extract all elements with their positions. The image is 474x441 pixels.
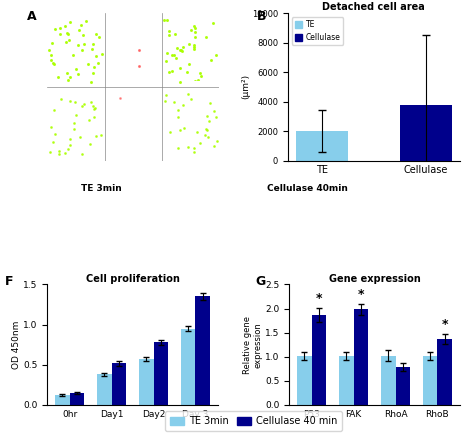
Polygon shape [400, 302, 436, 362]
Bar [154, 342, 168, 405]
Text: Cellulase
40min: Cellulase 40min [34, 37, 45, 63]
Text: Live: Live [69, 15, 83, 22]
Text: B: B [257, 10, 266, 23]
Title: Cell proliferation: Cell proliferation [86, 274, 180, 284]
Polygon shape [312, 302, 347, 362]
Bar [395, 367, 410, 405]
Text: E: E [380, 270, 388, 280]
Title: Gene expression: Gene expression [328, 274, 420, 284]
Text: *: * [358, 288, 364, 301]
Bar [354, 310, 368, 405]
Text: Cellulase 40min: Cellulase 40min [267, 183, 347, 193]
Bar [55, 395, 70, 405]
Polygon shape [94, 303, 169, 362]
Bar [423, 356, 438, 405]
Text: Dead: Dead [124, 15, 142, 22]
Text: 20μm: 20μm [428, 375, 444, 381]
Legend: TE, Cellulase: TE, Cellulase [292, 17, 344, 45]
Text: F: F [5, 275, 13, 288]
Bar [181, 329, 195, 405]
Bar [97, 374, 112, 405]
Bar [312, 315, 327, 405]
Y-axis label: Relative gene
expression: Relative gene expression [243, 316, 263, 374]
Bar [297, 356, 312, 405]
Text: *: * [441, 318, 448, 331]
Text: C: C [56, 270, 64, 280]
Text: G: G [255, 275, 265, 288]
Text: 1000μm: 1000μm [195, 147, 215, 152]
Bar [139, 359, 154, 405]
Bar [438, 339, 452, 405]
Title: Detached cell area: Detached cell area [322, 3, 425, 12]
Bar [195, 296, 210, 405]
Text: *: * [316, 292, 322, 305]
Y-axis label: (μm²): (μm²) [242, 75, 251, 100]
Text: Merge: Merge [180, 15, 201, 22]
Bar [70, 393, 84, 405]
Text: TE 3min: TE 3min [81, 183, 121, 193]
Polygon shape [85, 294, 185, 371]
Bar [400, 105, 452, 161]
Text: 10μm: 10μm [161, 375, 177, 381]
Legend: TE 3min, Cellulase 40 min: TE 3min, Cellulase 40 min [165, 411, 342, 431]
Text: 10μm: 10μm [339, 375, 356, 381]
Text: TE
3min: TE 3min [34, 117, 45, 131]
Text: A: A [27, 10, 36, 23]
Bar [296, 131, 348, 161]
Y-axis label: OD 450nm: OD 450nm [11, 321, 20, 369]
Polygon shape [393, 294, 441, 373]
Text: D: D [292, 270, 301, 280]
Polygon shape [306, 292, 354, 370]
Bar [339, 356, 354, 405]
Bar [381, 356, 395, 405]
Bar [112, 363, 127, 405]
